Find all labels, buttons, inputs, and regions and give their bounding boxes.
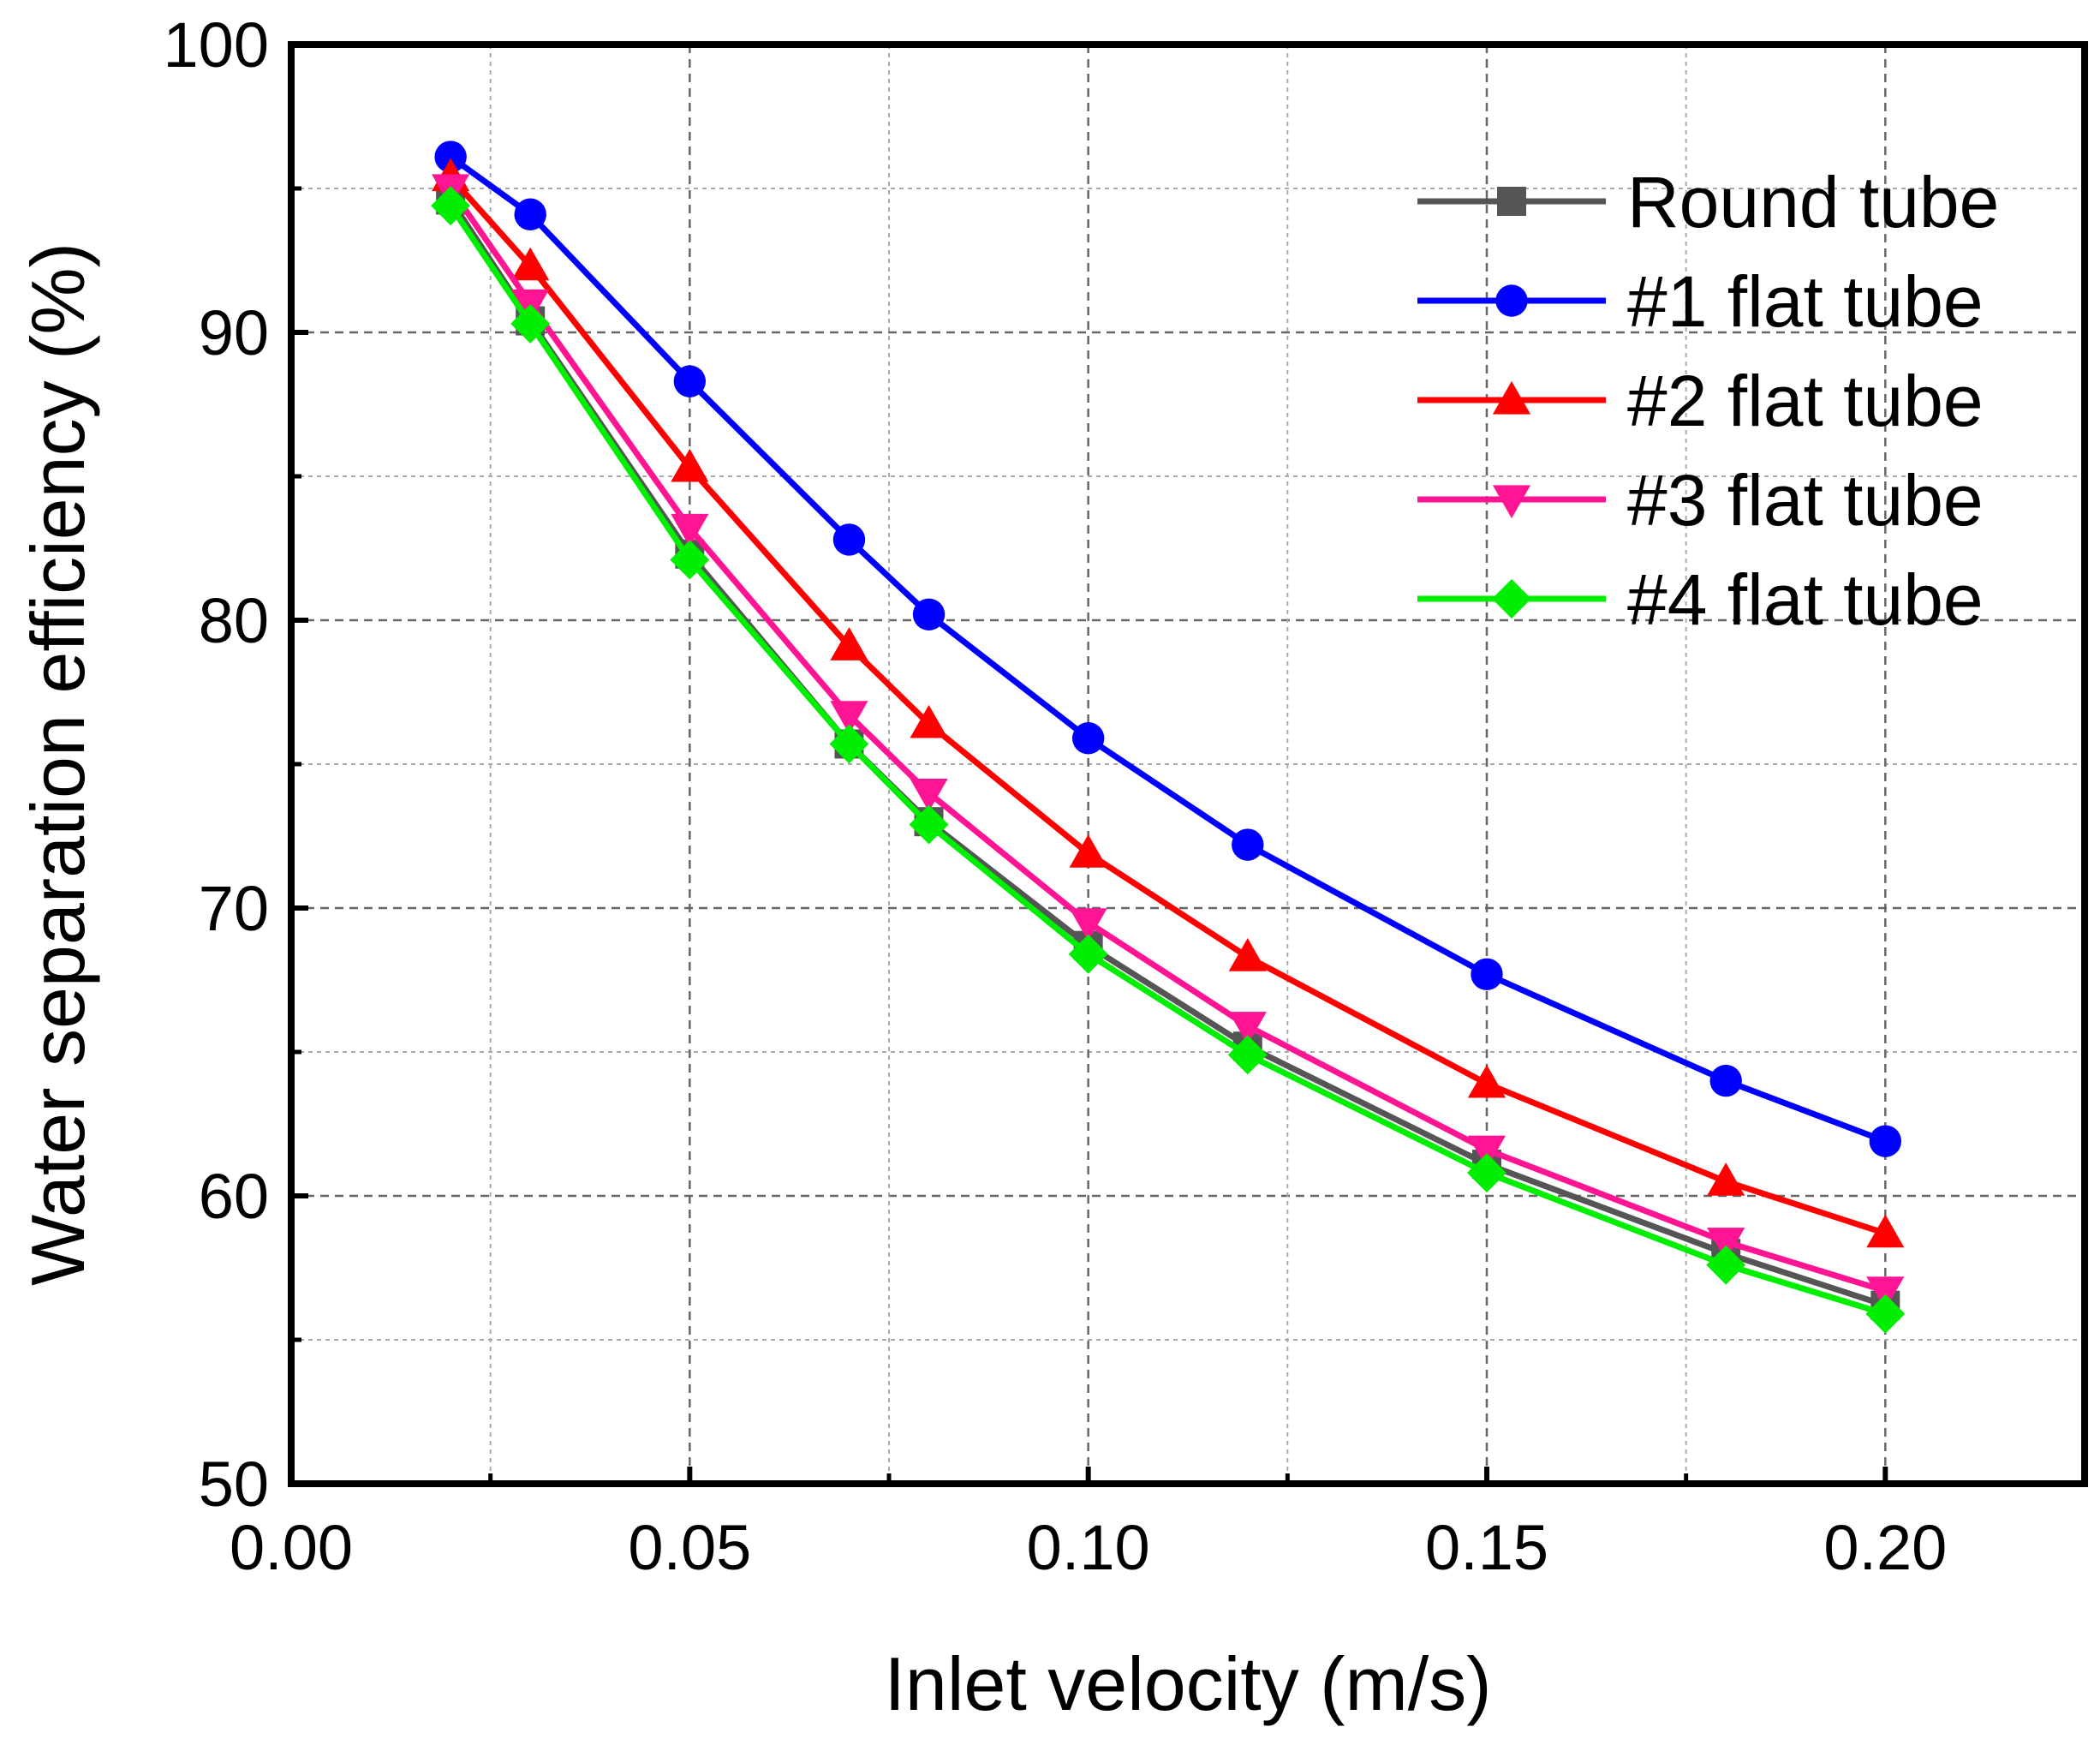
data-point-triangle-up (511, 247, 550, 281)
data-point-circle (673, 365, 707, 397)
data-point-triangle-up (1228, 938, 1267, 971)
data-point-triangle-down (1228, 1012, 1267, 1045)
legend-label: Round tube (1627, 162, 1999, 242)
series-1 (436, 185, 1900, 1320)
legend-label: #1 flat tube (1627, 261, 1984, 342)
series-2 (434, 140, 1902, 1157)
data-point-triangle-down (830, 701, 868, 734)
axis-ticks (289, 42, 1888, 1486)
x-tick-label: 0.00 (230, 1512, 353, 1583)
data-point-circle (1232, 828, 1264, 861)
x-tick-label: 0.05 (628, 1512, 751, 1583)
data-point-circle (1869, 1125, 1902, 1157)
y-tick-label: 60 (199, 1161, 269, 1232)
data-point-circle (1471, 958, 1503, 990)
data-point-triangle-down (1069, 908, 1107, 941)
y-tick-label: 100 (164, 9, 269, 81)
data-point-circle (514, 198, 546, 230)
series-line (448, 204, 1887, 1318)
data-point-diamond (1706, 1245, 1746, 1285)
x-axis-title: Inlet velocity (m/s) (884, 1641, 1491, 1726)
series-5 (431, 186, 1906, 1334)
data-point-diamond (909, 804, 949, 845)
tick-labels: 50 60 70 80 90 100 0.00 0.05 0.10 0.15 0.20 (164, 9, 1948, 1583)
data-point-triangle-down (671, 513, 709, 547)
data-point-diamond (431, 186, 471, 226)
x-tick-label: 0.10 (1027, 1512, 1150, 1583)
data-point-triangle-down (910, 779, 948, 812)
series-line (448, 187, 1887, 1294)
data-point-triangle-down (1467, 1135, 1506, 1169)
legend-entry: #4 flat tube (1417, 559, 1984, 640)
data-point-diamond (829, 724, 869, 764)
y-tick-label: 70 (199, 873, 269, 944)
data-point-diamond (510, 303, 551, 344)
legend-marker (1492, 485, 1531, 519)
data-point-diamond (1865, 1294, 1906, 1334)
series-line (449, 154, 1887, 1144)
y-tick-label: 80 (199, 585, 269, 656)
data-point-triangle-down (1707, 1228, 1745, 1261)
data-point-circle (1071, 722, 1105, 755)
legend-entry: #3 flat tube (1417, 460, 1984, 541)
x-tick-label: 0.20 (1823, 1512, 1947, 1583)
legend: Round tube #1 flat tube #2 flat tube #3 fla… (1417, 162, 1999, 640)
legend-label: #2 flat tube (1627, 361, 1984, 441)
data-point-triangle-up (1467, 1064, 1506, 1098)
legend-marker (1495, 284, 1528, 317)
data-point-diamond (1467, 1153, 1506, 1193)
series-lines (431, 140, 1906, 1334)
data-point-triangle-down (1866, 1276, 1905, 1310)
data-point-triangle-up (910, 704, 948, 738)
series-line (448, 175, 1887, 1237)
legend-marker (1492, 380, 1531, 415)
data-point-triangle-up (830, 627, 868, 660)
data-point-triangle-up (671, 448, 709, 482)
legend-label: #3 flat tube (1627, 460, 1984, 541)
legend-marker (1497, 187, 1526, 216)
data-point-triangle-up (1866, 1214, 1905, 1248)
data-point-triangle-up (1069, 834, 1107, 868)
y-axis-title: Water separation efficiency (%) (15, 242, 100, 1286)
series-3 (432, 158, 1905, 1248)
data-point-triangle-up (1707, 1162, 1745, 1196)
y-tick-label: 90 (199, 297, 269, 368)
data-point-diamond (1068, 934, 1108, 974)
data-point-diamond (1227, 1035, 1268, 1075)
y-tick-label: 50 (199, 1449, 269, 1520)
legend-entry: #2 flat tube (1417, 361, 1984, 441)
x-tick-label: 0.15 (1425, 1512, 1548, 1583)
legend-entry: #1 flat tube (1417, 261, 1984, 342)
data-point-circle (912, 598, 946, 630)
legend-marker (1492, 579, 1531, 619)
data-point-diamond (670, 540, 710, 580)
series-4 (432, 174, 1905, 1310)
data-point-circle (1709, 1064, 1742, 1097)
legend-label: #4 flat tube (1627, 559, 1984, 640)
legend-entry: Round tube (1417, 162, 1999, 242)
grid-lines (291, 45, 2085, 1484)
data-point-circle (434, 140, 467, 173)
data-point-circle (832, 523, 866, 556)
